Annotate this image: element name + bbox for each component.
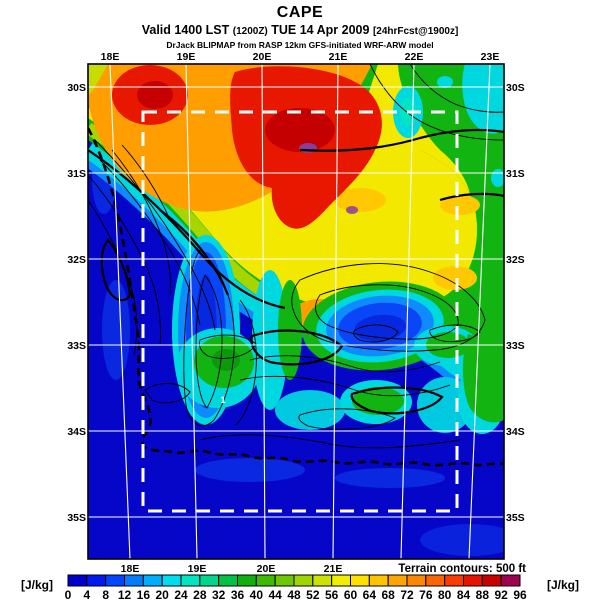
lon-label-top: 23E bbox=[481, 51, 500, 63]
colorbar-cells bbox=[67, 574, 521, 587]
grid-lines bbox=[88, 64, 504, 559]
colorbar-cell bbox=[124, 574, 144, 587]
valid-prefix: Valid 1400 LST bbox=[141, 23, 230, 37]
colorbar-cell bbox=[180, 574, 201, 587]
colorbar-unit-right: [J/kg] bbox=[547, 578, 579, 592]
colorbar-cell bbox=[481, 574, 502, 587]
colorbar-cell bbox=[312, 574, 333, 587]
colorbar-tick: 20 bbox=[155, 588, 169, 600]
lon-label-top: 18E bbox=[101, 51, 120, 63]
lat-label-right: 31S bbox=[506, 168, 525, 180]
colorbar-tick: 24 bbox=[174, 588, 188, 600]
terrain-contours bbox=[88, 64, 504, 449]
lat-label-left: 31S bbox=[67, 168, 86, 180]
colorbar-cell bbox=[142, 574, 163, 587]
lat-label-right: 35S bbox=[506, 512, 525, 524]
colorbar-cell bbox=[86, 574, 107, 587]
page-title: CAPE bbox=[276, 4, 324, 21]
colorbar-tick: 84 bbox=[457, 588, 471, 600]
colorbar-cell bbox=[255, 574, 276, 587]
colorbar-cell bbox=[237, 574, 257, 587]
colorbar-ticks: 0 4 8 12 16 20 24 28 32 36 40 44 48 52 56 60 64 68 72 76 80 8… bbox=[65, 588, 527, 600]
colorbar-cell bbox=[293, 574, 314, 587]
colorbar-tick: 48 bbox=[287, 588, 301, 600]
colorbar-cell bbox=[406, 574, 427, 587]
lat-label-left: 34S bbox=[67, 426, 86, 438]
colorbar-cell bbox=[425, 574, 446, 587]
colorbar-tick: 76 bbox=[419, 588, 433, 600]
colorbar-cell bbox=[350, 574, 370, 587]
colorbar-cell bbox=[463, 574, 483, 587]
lat-label-right: 33S bbox=[506, 340, 525, 352]
colorbar-tick: 0 bbox=[65, 588, 72, 600]
inner-domain-dashed-box bbox=[141, 110, 459, 513]
lat-axis-left: 30S 31S 32S 33S 34S 35S bbox=[67, 82, 86, 524]
colorbar-tick: 68 bbox=[381, 588, 395, 600]
lat-label-left: 30S bbox=[67, 82, 86, 94]
colorbar-cell bbox=[500, 574, 521, 587]
colorbar-cell bbox=[218, 574, 238, 587]
colorbar-cell bbox=[161, 574, 182, 587]
colorbar-cell bbox=[387, 574, 408, 587]
lat-label-right: 32S bbox=[506, 254, 525, 266]
colorbar-cell bbox=[368, 574, 389, 587]
colorbar-unit-left: [J/kg] bbox=[21, 578, 53, 592]
lon-axis-top: 18E 19E 20E 21E 22E 23E bbox=[101, 51, 500, 63]
colorbar-tick: 52 bbox=[306, 588, 320, 600]
lon-label-top: 21E bbox=[329, 51, 348, 63]
lat-label-right: 34S bbox=[506, 426, 525, 438]
model-line: DrJack BLIPMAP from RASP 12km GFS-initia… bbox=[166, 40, 434, 50]
lon-label-bottom: 21E bbox=[324, 563, 343, 575]
colorbar-tick: 64 bbox=[363, 588, 377, 600]
colorbar-tick: 36 bbox=[231, 588, 245, 600]
valid-paren: (1200Z) bbox=[232, 26, 268, 37]
map-marker: 1 bbox=[220, 395, 225, 405]
lat-label-left: 32S bbox=[67, 254, 86, 266]
valid-bracket: [24hrFcst@1900z] bbox=[372, 26, 459, 37]
colorbar-tick: 60 bbox=[344, 588, 358, 600]
lon-label-bottom: 20E bbox=[257, 563, 276, 575]
lat-label-left: 33S bbox=[67, 340, 86, 352]
colorbar-tick: 88 bbox=[476, 588, 490, 600]
valid-date: TUE 14 Apr 2009 bbox=[271, 23, 370, 37]
colorbar-tick: 72 bbox=[400, 588, 414, 600]
valid-line: Valid 1400 LST (1200Z) TUE 14 Apr 2009 [… bbox=[0, 22, 600, 40]
colorbar-tick: 96 bbox=[513, 588, 527, 600]
cape-field bbox=[88, 64, 504, 559]
lon-axis-bottom: 18E 19E 20E 21E Terrain contours: 500 ft bbox=[121, 563, 527, 575]
terrain-contours-bold bbox=[88, 128, 504, 415]
colorbar-tick: 16 bbox=[137, 588, 151, 600]
lat-axis-right: 30S 31S 32S 33S 34S 35S bbox=[506, 82, 525, 524]
colorbar-tick: 56 bbox=[325, 588, 339, 600]
lon-label-top: 19E bbox=[177, 51, 196, 63]
colorbar-tick: 8 bbox=[102, 588, 109, 600]
colorbar-cell bbox=[199, 574, 220, 587]
colorbar-cell bbox=[274, 574, 295, 587]
header: CAPE Valid 1400 LST (1200Z) TUE 14 Apr 2… bbox=[0, 4, 600, 51]
lon-label-top: 22E bbox=[405, 51, 424, 63]
map-border bbox=[87, 63, 505, 560]
colorbar-tick: 80 bbox=[438, 588, 452, 600]
colorbar-cell bbox=[444, 574, 465, 587]
terrain-contours-note: Terrain contours: 500 ft bbox=[398, 563, 526, 575]
lat-label-left: 35S bbox=[67, 512, 86, 524]
colorbar-tick: 12 bbox=[118, 588, 132, 600]
lon-label-bottom: 19E bbox=[188, 563, 207, 575]
colorbar-tick: 32 bbox=[212, 588, 226, 600]
lon-label-top: 20E bbox=[253, 51, 272, 63]
lat-label-right: 30S bbox=[506, 82, 525, 94]
colorbar-cell bbox=[67, 574, 88, 587]
lon-label-bottom: 18E bbox=[121, 563, 140, 575]
colorbar-cell bbox=[105, 574, 125, 587]
colorbar-tick: 4 bbox=[83, 588, 90, 600]
colorbar-tick: 28 bbox=[193, 588, 207, 600]
colorbar-tick: 92 bbox=[494, 588, 508, 600]
colorbar-cell bbox=[331, 574, 352, 587]
colorbar-tick: 40 bbox=[250, 588, 264, 600]
colorbar-tick: 44 bbox=[268, 588, 282, 600]
